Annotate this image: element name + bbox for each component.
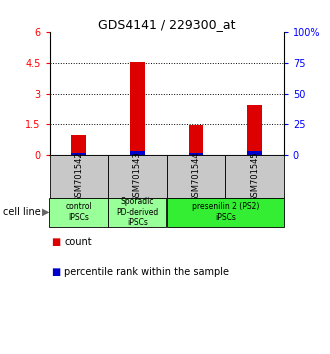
FancyBboxPatch shape	[167, 155, 225, 198]
Text: ■: ■	[51, 237, 60, 247]
Bar	[247, 151, 262, 155]
FancyBboxPatch shape	[225, 155, 284, 198]
FancyBboxPatch shape	[50, 198, 108, 227]
Text: ■: ■	[51, 267, 60, 277]
Text: GSM701543: GSM701543	[133, 151, 142, 202]
Bar	[189, 153, 203, 155]
Text: ▶: ▶	[42, 207, 49, 217]
FancyBboxPatch shape	[167, 198, 283, 227]
Text: percentile rank within the sample: percentile rank within the sample	[64, 267, 229, 277]
FancyBboxPatch shape	[50, 155, 108, 198]
Text: GSM701545: GSM701545	[250, 151, 259, 202]
FancyBboxPatch shape	[108, 198, 166, 227]
Text: GSM701544: GSM701544	[191, 151, 200, 202]
Bar	[130, 151, 145, 155]
Bar	[72, 135, 86, 155]
Title: GDS4141 / 229300_at: GDS4141 / 229300_at	[98, 18, 235, 31]
Text: control
IPSCs: control IPSCs	[65, 202, 92, 222]
Text: Sporadic
PD-derived
iPSCs: Sporadic PD-derived iPSCs	[116, 197, 158, 227]
Text: count: count	[64, 237, 92, 247]
Text: cell line: cell line	[3, 207, 41, 217]
Text: presenilin 2 (PS2)
iPSCs: presenilin 2 (PS2) iPSCs	[191, 202, 259, 222]
Bar	[72, 153, 86, 155]
Bar	[189, 125, 203, 155]
Bar	[130, 62, 145, 155]
Bar	[247, 105, 262, 155]
FancyBboxPatch shape	[108, 155, 167, 198]
Text: GSM701542: GSM701542	[74, 151, 83, 202]
